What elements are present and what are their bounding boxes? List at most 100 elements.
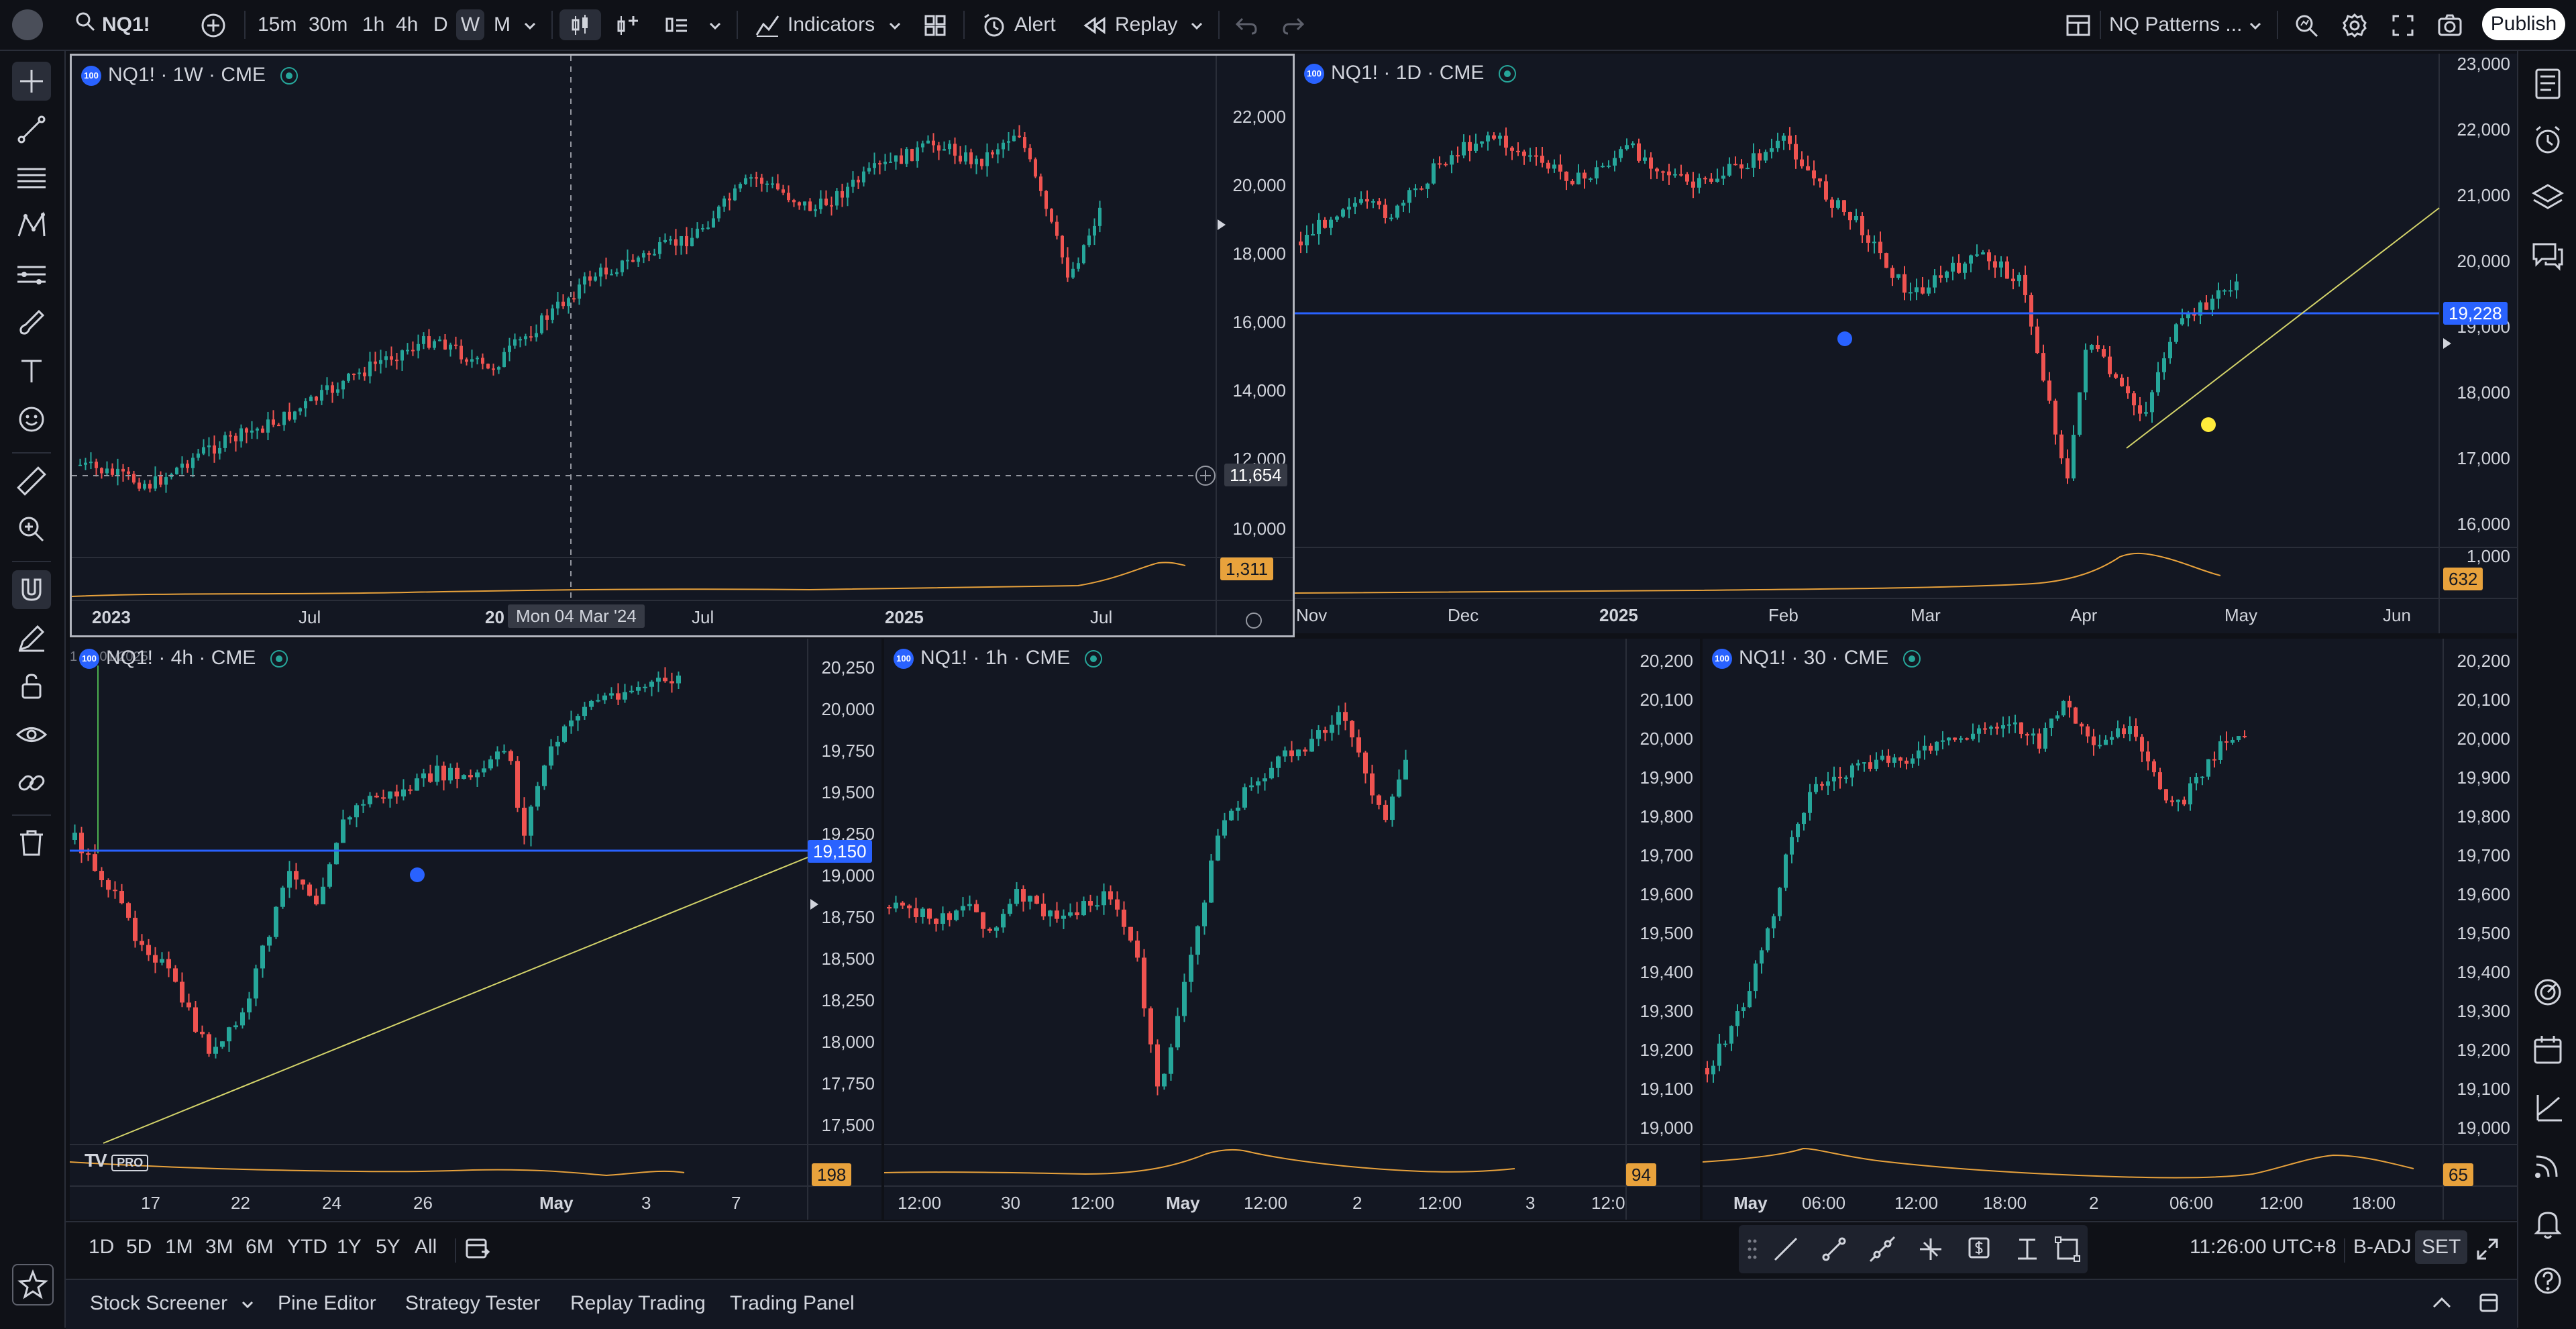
session-button[interactable]: SET <box>2415 1230 2468 1264</box>
tab-pine-editor[interactable]: Pine Editor <box>278 1292 376 1314</box>
replay-button[interactable]: Replay <box>1081 9 1177 40</box>
alerts-clock-icon[interactable] <box>2528 121 2567 160</box>
interval-4h[interactable]: 4h <box>396 13 419 36</box>
range-3m[interactable]: 3M <box>205 1236 233 1258</box>
price-axis[interactable]: 22,000 20,000 18,000 16,000 14,000 12,00… <box>1216 56 1293 557</box>
range-1m[interactable]: 1M <box>165 1236 193 1258</box>
help-icon[interactable] <box>2528 1261 2567 1300</box>
compare-icon[interactable] <box>614 9 641 40</box>
range-1d[interactable]: 1D <box>89 1236 115 1258</box>
link-icon[interactable] <box>12 763 51 802</box>
fullscreen-icon[interactable] <box>2390 9 2416 40</box>
notifications-bell-icon[interactable] <box>2528 1204 2567 1242</box>
go-to-date-icon[interactable] <box>464 1234 491 1267</box>
chart-pane-daily[interactable]: 100 NQ1! · 1D · CME 23,000 22,000 21,000 … <box>1295 54 2517 633</box>
add-symbol-button[interactable] <box>200 9 227 40</box>
chart-pane-4h[interactable]: 1 10 01/2025 100 NQ1! · 4h · CME 20,250 2… <box>70 639 881 1220</box>
indicators-dropdown-icon[interactable] <box>887 9 903 40</box>
maximize-panel-icon[interactable] <box>2477 1291 2501 1320</box>
range-6m[interactable]: 6M <box>246 1236 274 1258</box>
axis-settings-gear-icon[interactable] <box>1246 613 1262 629</box>
favorites-star-icon[interactable] <box>12 1264 54 1306</box>
object-tree-layers-icon[interactable] <box>2528 178 2567 217</box>
lock-drawings-icon[interactable] <box>12 667 51 706</box>
range-5y[interactable]: 5Y <box>376 1236 400 1258</box>
collapse-panel-chevron-up-icon[interactable] <box>2430 1291 2454 1320</box>
interval-30m[interactable]: 30m <box>309 13 348 36</box>
target-icon[interactable] <box>2528 973 2567 1012</box>
pine-chart-icon[interactable] <box>2528 1088 2567 1127</box>
rectangle-tool-icon[interactable] <box>2053 1234 2082 1267</box>
weekly-chart-canvas[interactable] <box>72 56 1293 635</box>
interval-dropdown-icon[interactable] <box>522 9 538 40</box>
price-axis[interactable]: 20,200 20,100 20,000 19,900 19,800 19,70… <box>2443 639 2517 1145</box>
interval-w[interactable]: W <box>456 9 484 40</box>
emoji-icon[interactable] <box>12 400 51 439</box>
pattern-icon[interactable] <box>12 207 51 246</box>
camera-snapshot-icon[interactable] <box>2436 9 2463 40</box>
chats-icon[interactable] <box>2528 236 2567 275</box>
interval-d[interactable]: D <box>433 13 448 36</box>
watchlist-icon[interactable] <box>2528 64 2567 103</box>
quick-search-icon[interactable] <box>2293 9 2320 40</box>
tab-replay-trading[interactable]: Replay Trading <box>570 1292 706 1314</box>
chart-type-dropdown-icon[interactable] <box>707 9 723 40</box>
pane-title[interactable]: 100 NQ1! · 1W · CME <box>81 64 299 87</box>
maximize-pane-icon[interactable] <box>2474 1236 2501 1268</box>
pitchfork-tool-icon[interactable] <box>1916 1234 1945 1267</box>
clock-time[interactable]: 11:26:00 UTC+8 <box>2190 1236 2337 1258</box>
pane-title[interactable]: 100 NQ1! · 4h · CME <box>79 647 288 670</box>
ray-tool-icon[interactable] <box>1819 1234 1849 1267</box>
pane-title[interactable]: 100 NQ1! · 30 · CME <box>1712 647 1921 670</box>
chart-pane-weekly[interactable]: 100 NQ1! · 1W · CME 22,000 20,000 18,000 … <box>70 54 1295 637</box>
streams-signal-icon[interactable] <box>2528 1146 2567 1185</box>
daily-chart-canvas[interactable] <box>1295 54 2517 633</box>
tab-trading-panel[interactable]: Trading Panel <box>730 1292 855 1314</box>
chevron-down-icon[interactable] <box>239 1296 256 1312</box>
templates-grid-icon[interactable] <box>923 9 947 40</box>
prediction-measure-icon[interactable] <box>12 255 51 294</box>
horizontal-lines-icon[interactable] <box>12 158 51 197</box>
symbol-search[interactable]: NQ1! <box>75 9 150 40</box>
price-axis[interactable]: 20,200 20,100 20,000 19,900 19,800 19,70… <box>1626 639 1700 1145</box>
settings-gear-icon[interactable] <box>2341 9 2368 40</box>
trash-icon[interactable] <box>12 824 51 863</box>
1h-chart-canvas[interactable] <box>884 639 1700 1220</box>
tab-strategy-tester[interactable]: Strategy Tester <box>405 1292 541 1314</box>
candles-chart-type-icon[interactable] <box>559 9 601 40</box>
price-label-tool-icon[interactable] <box>1964 1234 1994 1267</box>
text-tool-icon[interactable] <box>12 352 51 390</box>
adjustment-toggle[interactable]: B-ADJ <box>2353 1236 2412 1258</box>
layout-dropdown-icon[interactable] <box>2247 9 2263 40</box>
publish-button[interactable]: Publish <box>2482 8 2565 40</box>
range-5d[interactable]: 5D <box>126 1236 152 1258</box>
drag-handle-icon[interactable] <box>1746 1237 1759 1265</box>
trend-line-icon[interactable] <box>12 110 51 149</box>
stay-in-drawing-mode-icon[interactable] <box>12 619 51 657</box>
4h-chart-canvas[interactable] <box>70 639 881 1220</box>
tab-stock-screener[interactable]: Stock Screener <box>90 1292 256 1315</box>
bar-style-icon[interactable] <box>663 9 690 40</box>
extended-line-tool-icon[interactable] <box>1868 1234 1897 1267</box>
zoom-in-icon[interactable] <box>12 510 51 549</box>
interval-1h[interactable]: 1h <box>362 13 385 36</box>
calendar-icon[interactable] <box>2528 1030 2567 1069</box>
chart-pane-30m[interactable]: 100 NQ1! · 30 · CME 20,200 20,100 20,000 … <box>1703 639 2517 1220</box>
anchored-text-tool-icon[interactable] <box>2012 1234 2042 1267</box>
brush-icon[interactable] <box>12 303 51 342</box>
chart-pane-1h[interactable]: 100 NQ1! · 1h · CME 20,200 20,100 20,000 … <box>884 639 1700 1220</box>
ruler-icon[interactable] <box>12 462 51 500</box>
pane-title[interactable]: 100 NQ1! · 1h · CME <box>894 647 1103 670</box>
30m-chart-canvas[interactable] <box>1703 639 2517 1220</box>
alert-button[interactable]: Alert <box>981 9 1056 40</box>
crosshair-cursor-icon[interactable] <box>12 62 51 101</box>
replay-dropdown-icon[interactable] <box>1189 9 1205 40</box>
pane-title[interactable]: 100 NQ1! · 1D · CME <box>1304 62 1517 85</box>
avatar[interactable] <box>12 9 43 40</box>
indicators-button[interactable]: Indicators <box>754 9 875 40</box>
range-ytd[interactable]: YTD <box>287 1236 327 1258</box>
undo-icon[interactable] <box>1234 9 1258 40</box>
layout-name-button[interactable]: NQ Patterns ... <box>2109 13 2243 36</box>
layout-grid-icon[interactable] <box>2065 9 2092 40</box>
interval-15m[interactable]: 15m <box>258 13 297 36</box>
